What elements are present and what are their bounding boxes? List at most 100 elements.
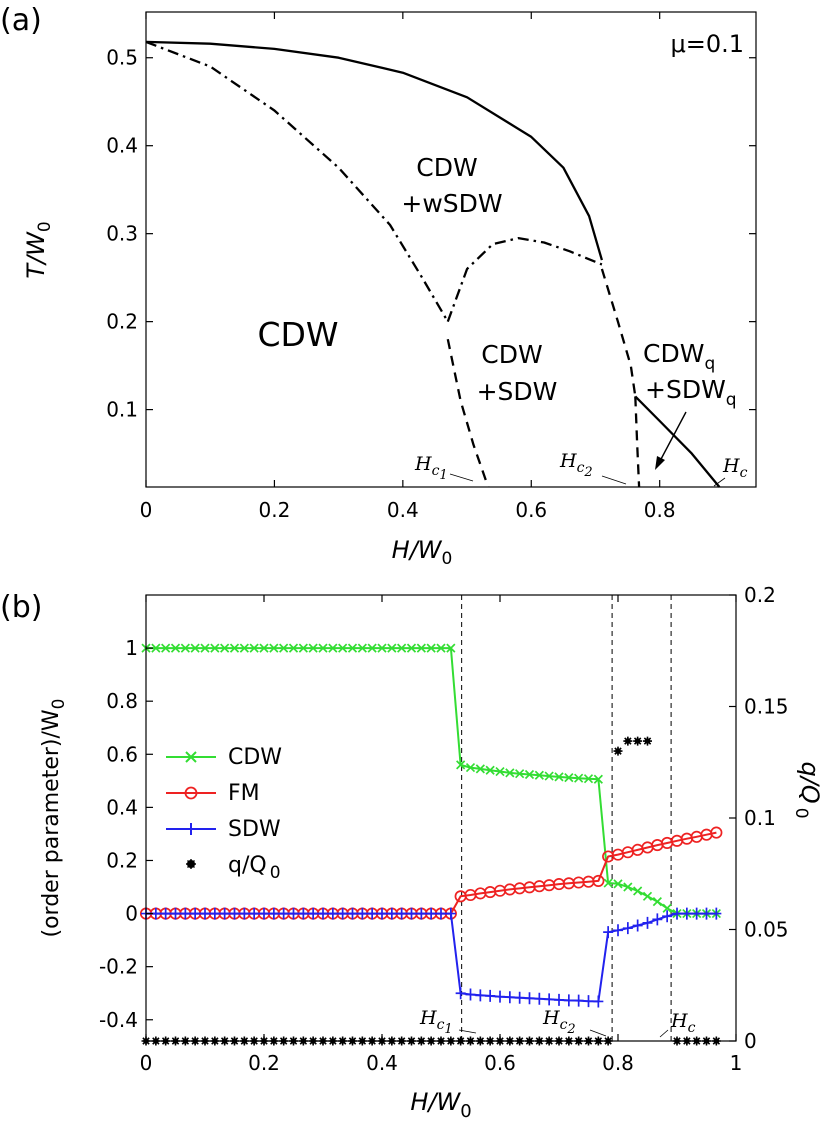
region-label-cdw-sdw-line2: +SDW [477, 377, 558, 406]
cdw-point [544, 771, 554, 781]
svg-text:Hc2: Hc2 [559, 450, 593, 480]
cdw-point [446, 643, 456, 653]
panel-b: (b) 0 0.2 0.4 0.6 0.8 1 -0.4 -0.2 0 0.2 0.4 0.6 0.8… [0, 583, 824, 1122]
b-xtick-label: 0.6 [484, 1051, 516, 1075]
sdw-point [573, 994, 584, 1007]
sdw-point [613, 924, 623, 937]
sdw-point [681, 907, 692, 920]
b-xtick-label: 0 [140, 1051, 153, 1075]
a-xtick-label: 0.4 [387, 498, 419, 522]
sdw-point [396, 907, 407, 920]
b-xtick-label: 0.2 [248, 1051, 280, 1075]
q-point-core [634, 738, 641, 744]
region-label-cdw-sdw-line1: CDW [481, 340, 542, 369]
cdw-point [613, 879, 623, 889]
phase-boundary-dashed [634, 396, 641, 488]
cdw-point [623, 882, 633, 892]
a-xtick-label: 0.6 [515, 498, 547, 522]
sdw-point [386, 907, 397, 920]
panel-b-label: (b) [0, 590, 42, 625]
region-label-cdw-wsdw-line1: CDW [416, 153, 477, 182]
cdw-point [406, 643, 417, 653]
cdw-point [328, 643, 338, 653]
panel-b-y2-axis-label: q/Q0 [791, 761, 824, 818]
hc1-label-b: Hc1 [419, 1007, 477, 1037]
sdw-point [593, 995, 604, 1008]
cdw-point [416, 643, 426, 653]
b-y2tick-label: 0.15 [744, 695, 789, 719]
cdw-point [436, 643, 446, 653]
cdw-point [170, 643, 181, 653]
sdw-point [495, 990, 505, 1003]
svg-text:Hc: Hc [670, 1010, 696, 1036]
sdw-point [347, 907, 358, 920]
svg-text:Hc1: Hc1 [419, 1007, 453, 1037]
b-ytick-label: 0.4 [106, 795, 138, 819]
cdw-point [554, 772, 564, 782]
b-y2tick-label: 0.05 [744, 918, 789, 942]
sdw-point [219, 907, 230, 920]
b-ytick-label: -0.2 [99, 955, 138, 979]
cdw-point [308, 643, 318, 653]
sdw-point [259, 907, 269, 920]
hc-label-b: Hc [659, 1010, 696, 1038]
phase-boundary-dashdot [145, 40, 449, 323]
region-label-cdw-wsdw-line2: +wSDW [401, 189, 502, 218]
cdw-point [475, 764, 485, 774]
cdw-point [239, 643, 249, 653]
panel-b-critical-vlines [461, 595, 672, 1041]
cdw-point [288, 643, 299, 653]
panel-b-y-ticks: -0.4 -0.2 0 0.2 0.4 0.6 0.8 1 [99, 636, 153, 1032]
panel-a-axes-box [145, 11, 757, 488]
panel-a: (a) 0 0.2 0.4 0.6 0.8 0.10.20.30.40.5 μ=0.1 … [0, 3, 757, 569]
sdw-point [691, 907, 702, 920]
cdw-point [279, 643, 289, 653]
sdw-point [180, 907, 191, 920]
cdw-point [456, 760, 466, 770]
panel-a-phase-lines [145, 40, 721, 488]
region-pointer-arrow [655, 411, 687, 470]
cdw-point [515, 769, 525, 779]
sdw-point [603, 926, 614, 939]
a-ytick-label: 0.3 [106, 222, 138, 246]
sdw-point [406, 907, 417, 920]
b-ytick-label: 0 [125, 902, 138, 926]
svg-text:q/Q0: q/Q 0 [228, 853, 281, 883]
sdw-point [485, 989, 496, 1002]
sdw-point [249, 907, 260, 920]
panel-a-x-ticks: 0 0.2 0.4 0.6 0.8 [140, 12, 676, 522]
cdw-point [485, 765, 495, 775]
sdw-point [465, 988, 476, 1001]
sdw-point [367, 907, 378, 920]
sdw-point [229, 907, 240, 920]
sdw-point [190, 907, 201, 920]
cdw-point [151, 643, 161, 653]
cdw-point [633, 886, 643, 896]
a-ytick-label: 0.2 [106, 310, 138, 334]
cdw-point [180, 643, 190, 653]
cdw-point [200, 643, 210, 653]
svg-text:Hc1: Hc1 [414, 453, 448, 483]
cdw-point [505, 768, 515, 778]
b-ytick-label: 1 [125, 636, 138, 660]
cdw-point [662, 903, 672, 913]
cdw-point [574, 773, 584, 783]
series-sdw [141, 907, 722, 1008]
sdw-point [445, 907, 456, 920]
region-label-cdwq-sdwq-line2: +SDWq [645, 375, 737, 410]
region-label-cdw: CDW [257, 315, 338, 354]
b-y2tick-label: 0.2 [744, 583, 776, 607]
sdw-point [337, 907, 348, 920]
b-xtick-label: 1 [730, 1051, 743, 1075]
b-ytick-label: 0.6 [106, 742, 138, 766]
cdw-point [161, 643, 171, 653]
panel-b-x-ticks: 0 0.2 0.4 0.6 0.8 1 [140, 595, 743, 1075]
sdw-point [514, 991, 525, 1004]
sdw-point [544, 993, 555, 1006]
q-point-core [644, 738, 651, 744]
phase-boundary-solid [634, 395, 721, 488]
svg-text:Hc2: Hc2 [542, 1007, 576, 1037]
sdw-point [298, 907, 309, 920]
a-xtick-label: 0.2 [259, 498, 291, 522]
series-cdw [141, 643, 721, 919]
